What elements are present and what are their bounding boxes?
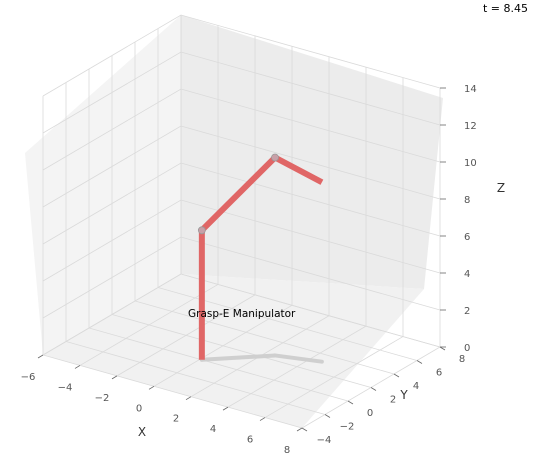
z-tick-label-6: 12 (464, 121, 477, 132)
arm-series (197, 153, 324, 360)
shadow-segment-1 (199, 353, 277, 362)
x-tick-label-7: 8 (284, 445, 290, 455)
arm-joint-2 (271, 153, 279, 162)
y-tick-label-4: 4 (413, 381, 419, 392)
time-readout: t = 8.45 (482, 2, 528, 15)
x-tick-label-6: 6 (247, 435, 253, 446)
y-tick-label-2: 0 (367, 408, 373, 419)
y-tick-label-6: 8 (459, 354, 465, 365)
z-tick-label-0: 0 (464, 343, 470, 354)
x-tick-mark-7 (296, 427, 303, 432)
gridline-z-0 (42, 273, 441, 356)
x-tick-mark-1 (74, 365, 81, 369)
x-axis-label: X (138, 425, 146, 439)
manipulator-annotation: Grasp-E Manipulator (188, 308, 296, 320)
arm-segment-2 (273, 154, 324, 185)
y-tick-mark-5 (416, 360, 423, 364)
shadow-segment-2 (273, 353, 324, 364)
pane-left (25, 15, 181, 355)
z-tick-label-4: 8 (464, 195, 470, 206)
gridline-z-2 (42, 199, 441, 282)
gridlines (42, 14, 441, 429)
z-tick-label-5: 10 (464, 158, 477, 169)
x-tick-mark-6 (259, 417, 266, 421)
z-tick-label-2: 4 (464, 269, 470, 280)
y-tick-mark-1 (324, 414, 331, 418)
z-tick-label-7: 14 (464, 84, 477, 95)
x-tick-mark-3 (148, 385, 155, 390)
x-tick-mark-2 (111, 375, 118, 380)
y-tick-mark-6 (439, 346, 446, 351)
gridline-z-4 (42, 125, 441, 208)
x-tick-label-3: 0 (136, 403, 142, 414)
y-tick-mark-0 (301, 427, 308, 432)
y-tick-label-0: −4 (317, 435, 332, 446)
gridline-z-6 (42, 51, 441, 134)
x-tick-label-5: 4 (210, 424, 216, 435)
x-tick-label-4: 2 (173, 414, 179, 425)
gridline-z-7 (42, 14, 441, 97)
z-tick-label-1: 2 (464, 306, 470, 317)
y-tick-label-1: −2 (340, 422, 355, 433)
arm-joint-1 (197, 226, 206, 235)
gridline-z-1 (42, 236, 441, 319)
x-tick-mark-5 (222, 406, 229, 411)
x-tick-label-2: −2 (95, 393, 110, 404)
gridline-z-5 (42, 88, 441, 171)
y-tick-mark-2 (347, 400, 354, 405)
y-tick-label-5: 6 (436, 368, 442, 379)
z-axis-label: Z (497, 181, 505, 195)
y-tick-mark-4 (393, 373, 400, 378)
y-tick-label-3: 2 (390, 395, 396, 406)
y-tick-mark-3 (370, 387, 377, 391)
gridline-z-3 (42, 162, 441, 245)
x-tick-mark-4 (185, 396, 192, 401)
z-tick-label-3: 6 (464, 232, 470, 243)
arm-segment-1 (199, 155, 278, 233)
x-tick-mark-0 (37, 354, 44, 359)
x-tick-label-1: −4 (58, 382, 73, 393)
y-axis-label: Y (399, 388, 408, 402)
x-tick-label-0: −6 (21, 372, 36, 383)
pane-right (181, 15, 443, 289)
